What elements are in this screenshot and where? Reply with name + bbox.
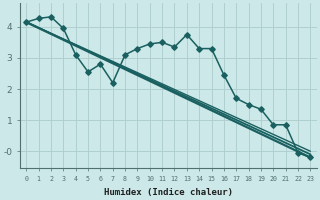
X-axis label: Humidex (Indice chaleur): Humidex (Indice chaleur): [104, 188, 233, 197]
